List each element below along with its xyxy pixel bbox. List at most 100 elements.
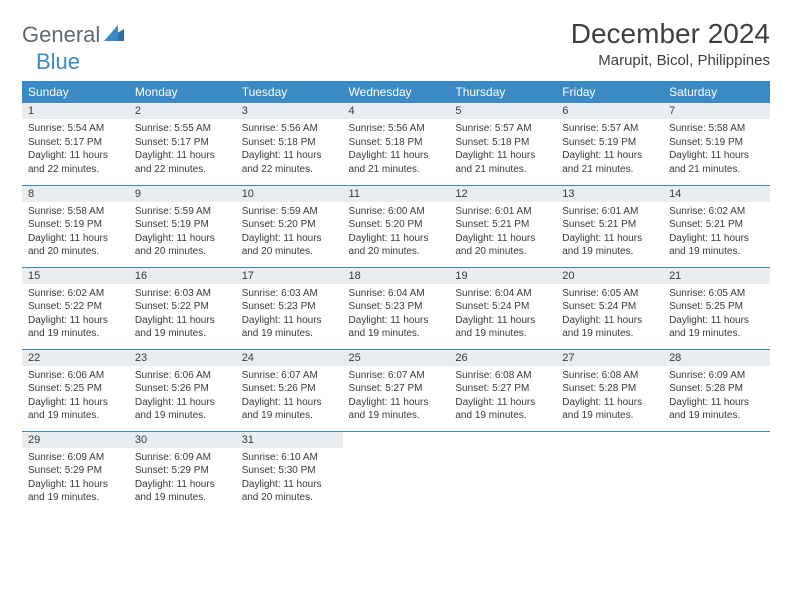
calendar-day-cell: 4Sunrise: 5:56 AMSunset: 5:18 PMDaylight… <box>343 103 450 185</box>
calendar-week-row: 29Sunrise: 6:09 AMSunset: 5:29 PMDayligh… <box>22 431 770 513</box>
day-number: 5 <box>449 103 556 119</box>
logo-word-blue: Blue <box>36 49 80 75</box>
location-text: Marupit, Bicol, Philippines <box>571 52 770 69</box>
day-details: Sunrise: 6:07 AMSunset: 5:26 PMDaylight:… <box>236 366 343 427</box>
day-number: 8 <box>22 186 129 202</box>
day-number: 27 <box>556 350 663 366</box>
weekday-header: Wednesday <box>343 81 450 103</box>
day-details: Sunrise: 6:09 AMSunset: 5:29 PMDaylight:… <box>129 448 236 509</box>
day-details: Sunrise: 6:02 AMSunset: 5:22 PMDaylight:… <box>22 284 129 345</box>
weekday-header: Friday <box>556 81 663 103</box>
day-details: Sunrise: 5:57 AMSunset: 5:18 PMDaylight:… <box>449 119 556 180</box>
day-details: Sunrise: 6:10 AMSunset: 5:30 PMDaylight:… <box>236 448 343 509</box>
day-number: 14 <box>663 186 770 202</box>
day-details: Sunrise: 6:03 AMSunset: 5:23 PMDaylight:… <box>236 284 343 345</box>
calendar-day-cell: 11Sunrise: 6:00 AMSunset: 5:20 PMDayligh… <box>343 185 450 267</box>
calendar-day-cell: 24Sunrise: 6:07 AMSunset: 5:26 PMDayligh… <box>236 349 343 431</box>
calendar-day-cell <box>556 431 663 513</box>
calendar-day-cell: 12Sunrise: 6:01 AMSunset: 5:21 PMDayligh… <box>449 185 556 267</box>
calendar-table: SundayMondayTuesdayWednesdayThursdayFrid… <box>22 81 770 513</box>
day-number: 24 <box>236 350 343 366</box>
calendar-day-cell <box>663 431 770 513</box>
day-details: Sunrise: 5:54 AMSunset: 5:17 PMDaylight:… <box>22 119 129 180</box>
day-number: 2 <box>129 103 236 119</box>
day-details: Sunrise: 6:02 AMSunset: 5:21 PMDaylight:… <box>663 202 770 263</box>
day-number: 31 <box>236 432 343 448</box>
weekday-header: Thursday <box>449 81 556 103</box>
day-number: 19 <box>449 268 556 284</box>
calendar-day-cell: 20Sunrise: 6:05 AMSunset: 5:24 PMDayligh… <box>556 267 663 349</box>
day-number: 12 <box>449 186 556 202</box>
weekday-header: Sunday <box>22 81 129 103</box>
calendar-day-cell: 21Sunrise: 6:05 AMSunset: 5:25 PMDayligh… <box>663 267 770 349</box>
calendar-day-cell: 19Sunrise: 6:04 AMSunset: 5:24 PMDayligh… <box>449 267 556 349</box>
weekday-header: Tuesday <box>236 81 343 103</box>
header: General December 2024 Marupit, Bicol, Ph… <box>22 18 770 69</box>
day-details: Sunrise: 5:57 AMSunset: 5:19 PMDaylight:… <box>556 119 663 180</box>
day-number: 16 <box>129 268 236 284</box>
calendar-day-cell: 6Sunrise: 5:57 AMSunset: 5:19 PMDaylight… <box>556 103 663 185</box>
weekday-header-row: SundayMondayTuesdayWednesdayThursdayFrid… <box>22 81 770 103</box>
calendar-day-cell: 26Sunrise: 6:08 AMSunset: 5:27 PMDayligh… <box>449 349 556 431</box>
day-number: 13 <box>556 186 663 202</box>
day-number: 1 <box>22 103 129 119</box>
calendar-day-cell: 2Sunrise: 5:55 AMSunset: 5:17 PMDaylight… <box>129 103 236 185</box>
day-number: 4 <box>343 103 450 119</box>
day-details: Sunrise: 6:09 AMSunset: 5:29 PMDaylight:… <box>22 448 129 509</box>
day-number: 9 <box>129 186 236 202</box>
day-details: Sunrise: 6:04 AMSunset: 5:24 PMDaylight:… <box>449 284 556 345</box>
day-number: 17 <box>236 268 343 284</box>
calendar-day-cell: 7Sunrise: 5:58 AMSunset: 5:19 PMDaylight… <box>663 103 770 185</box>
day-number: 18 <box>343 268 450 284</box>
day-details: Sunrise: 6:00 AMSunset: 5:20 PMDaylight:… <box>343 202 450 263</box>
logo: General <box>22 22 126 48</box>
day-number: 28 <box>663 350 770 366</box>
calendar-day-cell <box>343 431 450 513</box>
logo-word-general: General <box>22 22 100 48</box>
calendar-day-cell: 28Sunrise: 6:09 AMSunset: 5:28 PMDayligh… <box>663 349 770 431</box>
calendar-day-cell: 25Sunrise: 6:07 AMSunset: 5:27 PMDayligh… <box>343 349 450 431</box>
day-details: Sunrise: 5:58 AMSunset: 5:19 PMDaylight:… <box>22 202 129 263</box>
day-details: Sunrise: 5:55 AMSunset: 5:17 PMDaylight:… <box>129 119 236 180</box>
day-details: Sunrise: 6:01 AMSunset: 5:21 PMDaylight:… <box>449 202 556 263</box>
calendar-day-cell <box>449 431 556 513</box>
calendar-day-cell: 27Sunrise: 6:08 AMSunset: 5:28 PMDayligh… <box>556 349 663 431</box>
day-details: Sunrise: 5:59 AMSunset: 5:20 PMDaylight:… <box>236 202 343 263</box>
title-block: December 2024 Marupit, Bicol, Philippine… <box>571 18 770 69</box>
day-details: Sunrise: 6:06 AMSunset: 5:25 PMDaylight:… <box>22 366 129 427</box>
day-details: Sunrise: 6:07 AMSunset: 5:27 PMDaylight:… <box>343 366 450 427</box>
calendar-day-cell: 18Sunrise: 6:04 AMSunset: 5:23 PMDayligh… <box>343 267 450 349</box>
day-number: 11 <box>343 186 450 202</box>
day-details: Sunrise: 5:56 AMSunset: 5:18 PMDaylight:… <box>343 119 450 180</box>
calendar-day-cell: 17Sunrise: 6:03 AMSunset: 5:23 PMDayligh… <box>236 267 343 349</box>
calendar-day-cell: 9Sunrise: 5:59 AMSunset: 5:19 PMDaylight… <box>129 185 236 267</box>
calendar-day-cell: 23Sunrise: 6:06 AMSunset: 5:26 PMDayligh… <box>129 349 236 431</box>
calendar-day-cell: 14Sunrise: 6:02 AMSunset: 5:21 PMDayligh… <box>663 185 770 267</box>
calendar-week-row: 1Sunrise: 5:54 AMSunset: 5:17 PMDaylight… <box>22 103 770 185</box>
day-number: 3 <box>236 103 343 119</box>
day-number: 22 <box>22 350 129 366</box>
day-number: 20 <box>556 268 663 284</box>
day-details: Sunrise: 5:59 AMSunset: 5:19 PMDaylight:… <box>129 202 236 263</box>
day-number: 6 <box>556 103 663 119</box>
calendar-day-cell: 22Sunrise: 6:06 AMSunset: 5:25 PMDayligh… <box>22 349 129 431</box>
day-details: Sunrise: 6:09 AMSunset: 5:28 PMDaylight:… <box>663 366 770 427</box>
calendar-day-cell: 30Sunrise: 6:09 AMSunset: 5:29 PMDayligh… <box>129 431 236 513</box>
calendar-day-cell: 15Sunrise: 6:02 AMSunset: 5:22 PMDayligh… <box>22 267 129 349</box>
day-details: Sunrise: 6:01 AMSunset: 5:21 PMDaylight:… <box>556 202 663 263</box>
day-details: Sunrise: 6:08 AMSunset: 5:28 PMDaylight:… <box>556 366 663 427</box>
day-number: 10 <box>236 186 343 202</box>
calendar-day-cell: 16Sunrise: 6:03 AMSunset: 5:22 PMDayligh… <box>129 267 236 349</box>
calendar-day-cell: 29Sunrise: 6:09 AMSunset: 5:29 PMDayligh… <box>22 431 129 513</box>
weekday-header: Monday <box>129 81 236 103</box>
day-details: Sunrise: 6:04 AMSunset: 5:23 PMDaylight:… <box>343 284 450 345</box>
day-number: 7 <box>663 103 770 119</box>
calendar-day-cell: 31Sunrise: 6:10 AMSunset: 5:30 PMDayligh… <box>236 431 343 513</box>
calendar-day-cell: 3Sunrise: 5:56 AMSunset: 5:18 PMDaylight… <box>236 103 343 185</box>
day-number: 21 <box>663 268 770 284</box>
weekday-header: Saturday <box>663 81 770 103</box>
month-title: December 2024 <box>571 18 770 50</box>
day-details: Sunrise: 6:05 AMSunset: 5:25 PMDaylight:… <box>663 284 770 345</box>
day-number: 23 <box>129 350 236 366</box>
day-details: Sunrise: 6:03 AMSunset: 5:22 PMDaylight:… <box>129 284 236 345</box>
